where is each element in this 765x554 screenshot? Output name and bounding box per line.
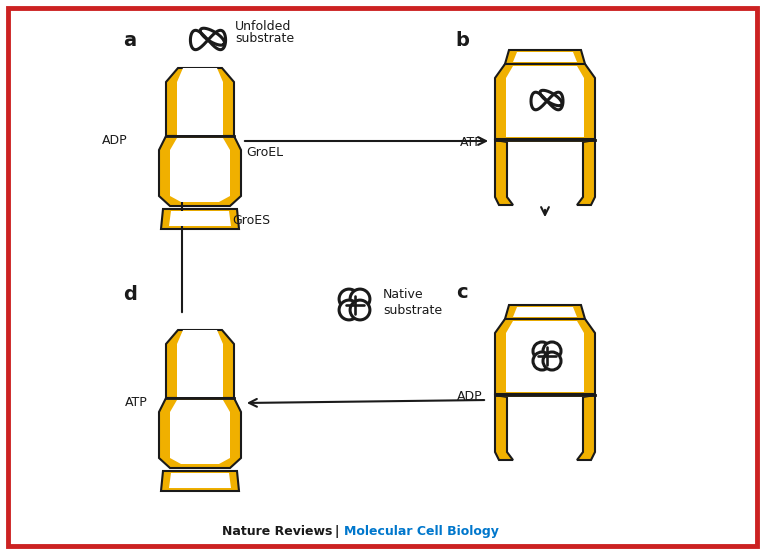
Circle shape: [339, 300, 359, 320]
Text: ADP: ADP: [457, 391, 483, 403]
Text: ADP: ADP: [103, 135, 128, 147]
Polygon shape: [495, 395, 513, 460]
Circle shape: [533, 342, 551, 360]
Polygon shape: [166, 330, 234, 398]
Circle shape: [533, 352, 551, 370]
Polygon shape: [505, 50, 585, 64]
Circle shape: [543, 352, 561, 370]
Polygon shape: [159, 136, 241, 206]
Polygon shape: [495, 140, 513, 205]
Text: substrate: substrate: [235, 32, 294, 44]
Circle shape: [350, 289, 370, 309]
Circle shape: [543, 342, 561, 360]
Polygon shape: [577, 140, 595, 205]
Polygon shape: [506, 321, 584, 392]
Polygon shape: [177, 68, 223, 135]
Polygon shape: [513, 307, 577, 317]
Text: a: a: [123, 30, 137, 49]
Text: GroES: GroES: [232, 214, 270, 228]
Text: d: d: [123, 285, 137, 305]
Text: c: c: [456, 283, 468, 301]
Polygon shape: [495, 395, 595, 397]
Polygon shape: [161, 471, 239, 491]
Text: Nature Reviews |: Nature Reviews |: [222, 526, 342, 538]
Text: ATP: ATP: [461, 136, 483, 148]
Text: substrate: substrate: [383, 304, 442, 316]
Text: Molecular Cell Biology: Molecular Cell Biology: [344, 526, 499, 538]
Circle shape: [339, 289, 359, 309]
Polygon shape: [506, 66, 584, 137]
Polygon shape: [177, 330, 223, 397]
Polygon shape: [505, 305, 585, 319]
Polygon shape: [513, 52, 577, 62]
Polygon shape: [159, 398, 241, 468]
Text: GroEL: GroEL: [246, 146, 283, 158]
Polygon shape: [170, 400, 230, 464]
Polygon shape: [170, 138, 230, 202]
Text: Unfolded: Unfolded: [235, 19, 291, 33]
Polygon shape: [166, 68, 234, 136]
Text: ATP: ATP: [125, 397, 148, 409]
Polygon shape: [161, 209, 239, 229]
Circle shape: [350, 300, 370, 320]
Polygon shape: [495, 64, 595, 139]
Polygon shape: [169, 473, 231, 488]
Text: b: b: [455, 30, 469, 49]
Polygon shape: [495, 140, 595, 142]
Polygon shape: [577, 395, 595, 460]
Polygon shape: [169, 211, 231, 226]
Polygon shape: [495, 319, 595, 394]
Text: Native: Native: [383, 289, 424, 301]
